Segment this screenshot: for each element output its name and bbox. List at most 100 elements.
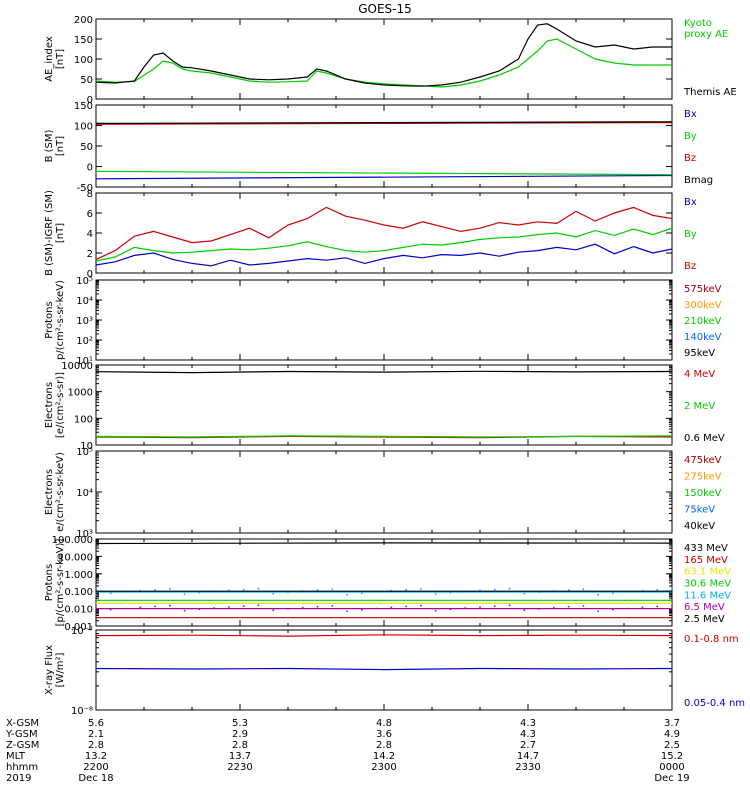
footer-value: 14.2 [373,751,395,762]
footer-value: 2300 [371,762,396,773]
y-tick-label: 50 [80,75,93,86]
y-tick-label: 10⁴ [76,296,93,307]
series-line-5-2 [95,435,673,438]
series-point [139,606,142,609]
legend-entry: 40keV [684,521,715,532]
series-point [272,592,275,595]
series-point [567,605,570,608]
legend-entry: Bx [684,109,697,120]
series-line-2-1 [95,174,673,180]
y-axis-label: Protons [44,564,55,601]
footer-value: 2200 [83,762,108,773]
footer-value: 13.2 [85,751,107,762]
series-point [626,607,629,610]
series-line-1-1 [95,38,672,88]
series-point [508,604,511,607]
y-tick-label: 100 [74,122,93,133]
series-point [582,604,585,607]
y-tick-label: 0.001 [64,622,93,633]
legend-entry: Themis AE [683,87,737,98]
y-tick-label: 50 [80,142,93,153]
series-point [612,592,614,595]
y-tick-label: 10⁵ [76,276,93,287]
legend-entry: Kyoto [684,18,712,29]
legend-entry: 0.6 MeV [684,433,725,444]
y-tick-label: 0 [87,269,93,280]
series-point [508,587,511,590]
series-point [228,606,230,608]
y-axis-label: [e/(cm²-s-sr)] [55,372,66,438]
footer-value: 2.9 [232,729,248,740]
y-axis-label: Electrons [44,469,55,515]
footer-value: 5.6 [88,718,104,729]
footer-value: 4.8 [376,718,392,729]
legend-entry: Bmag [684,175,713,186]
y-tick-label: 2 [87,249,93,260]
footer-row-label: X-GSM [6,718,39,729]
series-point [464,607,467,609]
series-point [287,591,289,594]
y-tick-label: 10² [76,336,93,347]
plot-title: GOES-15 [358,2,412,16]
footer-row-label: MLT [6,751,26,762]
y-tick-label: 10.000 [58,552,93,563]
legend-entry: 210keV [684,316,722,327]
y-tick-label: 10³ [76,316,93,327]
y-tick-label: 10⁵ [76,447,93,458]
panel-5-frame [95,364,673,446]
footer-value: 13.7 [229,751,251,762]
series-point [346,593,348,596]
y-axis-label: [W/m²] [55,652,66,687]
panel-4-frame [95,279,673,361]
footer-value: 2330 [515,762,540,773]
footer-row-label: 2019 [6,773,31,784]
legend-entry: 140keV [684,332,722,343]
series-line-2-4 [95,121,673,124]
y-tick-label: 8 [87,189,93,200]
series-point [257,604,260,607]
y-tick-label: 0.100 [64,587,93,598]
legend-entry: Bz [684,153,696,164]
y-tick-label: 10 [80,441,93,452]
series-line-5-3 [95,370,673,374]
series-point [154,605,156,608]
legend-entry: Bz [684,261,696,272]
legend-entry: Bx [684,197,697,208]
legend-entry: proxy AE [684,29,728,40]
series-point [213,607,216,609]
series-point [493,605,496,608]
series-point [360,592,363,595]
series-point [523,609,526,612]
series-line-3-2 [95,227,673,262]
series-point [597,593,600,596]
legend-entry: 475keV [684,455,722,466]
y-tick-label: 0 [87,95,93,106]
y-axis-label: p/(cm²-s-sr-keV) [55,280,66,360]
series-point [567,589,570,592]
y-tick-label: 4 [87,229,93,240]
legend-entry: By [684,229,697,240]
y-tick-label: 1.000 [64,570,93,581]
series-point [390,606,393,609]
y-tick-label: -50 [77,183,93,194]
panel-7-frame [95,538,673,627]
series-point [375,607,378,610]
footer-value: 2.8 [232,740,248,751]
legend-entry: 95keV [684,348,715,359]
series-point [360,608,363,611]
series-point [538,591,540,594]
y-tick-label: 0.010 [64,605,93,616]
series-line-1-2 [95,23,672,87]
y-tick-label: 10⁻⁷ [71,626,93,637]
y-axis-label: B (SM) [44,129,55,162]
footer-value: 2230 [227,762,252,773]
series-point [405,588,408,591]
y-axis-label: [nT] [55,136,66,156]
y-tick-label: 10³ [76,529,93,540]
series-point [331,588,334,591]
series-point [168,604,171,607]
legend-entry: 0.1-0.8 nm [684,634,739,645]
series-point [331,604,334,607]
legend-entry: 433 MeV [684,543,728,554]
